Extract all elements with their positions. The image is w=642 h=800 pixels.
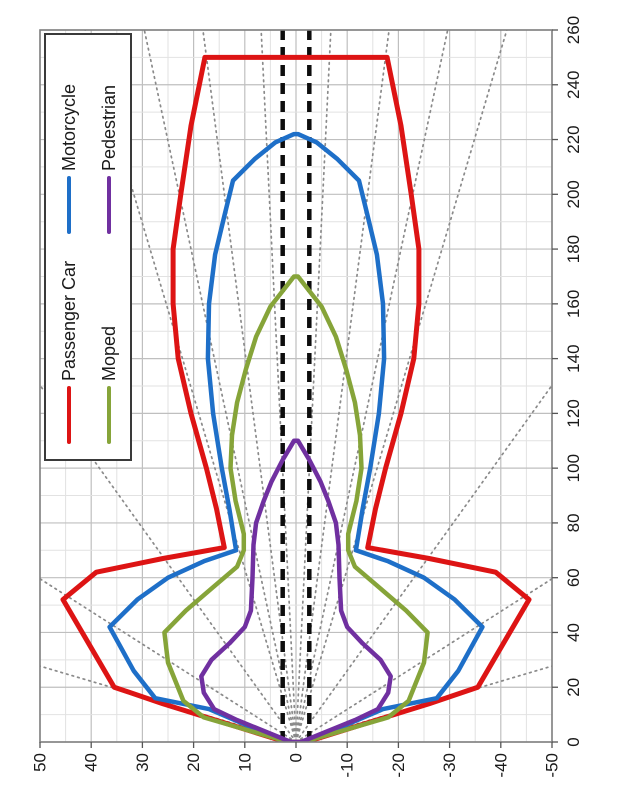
series-moped — [162, 274, 430, 742]
series-passenger-car — [60, 54, 532, 742]
legend-item-motorcycle: Motorcycle — [59, 84, 79, 234]
series-pedestrian — [199, 438, 393, 742]
lateral-tick-label: 50 — [31, 753, 50, 772]
bearing-ray — [295, 30, 448, 742]
distance-tick-label: 80 — [564, 513, 583, 532]
bearing-ray — [295, 30, 354, 742]
bearing-ray — [144, 30, 297, 742]
lateral-tick-label: 20 — [184, 753, 203, 772]
distance-tick-label: 20 — [564, 678, 583, 697]
distance-tick-label: 100 — [564, 454, 583, 482]
legend-label-moped: Moped — [99, 326, 119, 381]
legend-label-motorcycle: Motorcycle — [59, 84, 79, 171]
legend-box — [44, 33, 132, 461]
distance-tick-label: 200 — [564, 180, 583, 208]
corridor-lines — [280, 30, 312, 742]
lateral-tick-label: -50 — [543, 753, 562, 778]
distance-tick-label: 240 — [564, 71, 583, 99]
bearing-ray — [50, 30, 297, 742]
lateral-tick-label: 0 — [287, 753, 306, 762]
legend-item-passenger-car: Passenger Car — [59, 261, 79, 444]
series-motorcycle — [107, 131, 485, 742]
bearing-ray — [295, 30, 542, 742]
distance-tick-label: 260 — [564, 16, 583, 44]
legend-label-pedestrian: Pedestrian — [99, 85, 119, 171]
lateral-tick-label: -30 — [440, 753, 459, 778]
distance-tick-label: 180 — [564, 235, 583, 263]
legend-label-passenger-car: Passenger Car — [59, 261, 79, 381]
bearing-ray — [295, 30, 552, 742]
legend-item-pedestrian: Pedestrian — [99, 85, 119, 234]
bearing-ray — [238, 30, 297, 742]
legend: Passenger Car Motorcycle Moped Pedestrian — [44, 33, 132, 461]
distance-tick-label: 120 — [564, 399, 583, 427]
distance-tick-label: 220 — [564, 125, 583, 153]
distance-tick-label: 160 — [564, 290, 583, 318]
series-curves — [60, 54, 532, 742]
lateral-tick-label: 40 — [82, 753, 101, 772]
lateral-tick-label: -10 — [338, 753, 357, 778]
distance-tick-label: 40 — [564, 623, 583, 642]
distance-tick-label: 60 — [564, 568, 583, 587]
legend-item-moped: Moped — [99, 326, 119, 444]
distance-tick-label: 0 — [564, 737, 583, 746]
lateral-tick-label: -40 — [491, 753, 510, 778]
distance-tick-label: 140 — [564, 344, 583, 372]
lateral-tick-label: 10 — [235, 753, 254, 772]
lateral-tick-label: -20 — [389, 753, 408, 778]
lateral-tick-label: 30 — [133, 753, 152, 772]
